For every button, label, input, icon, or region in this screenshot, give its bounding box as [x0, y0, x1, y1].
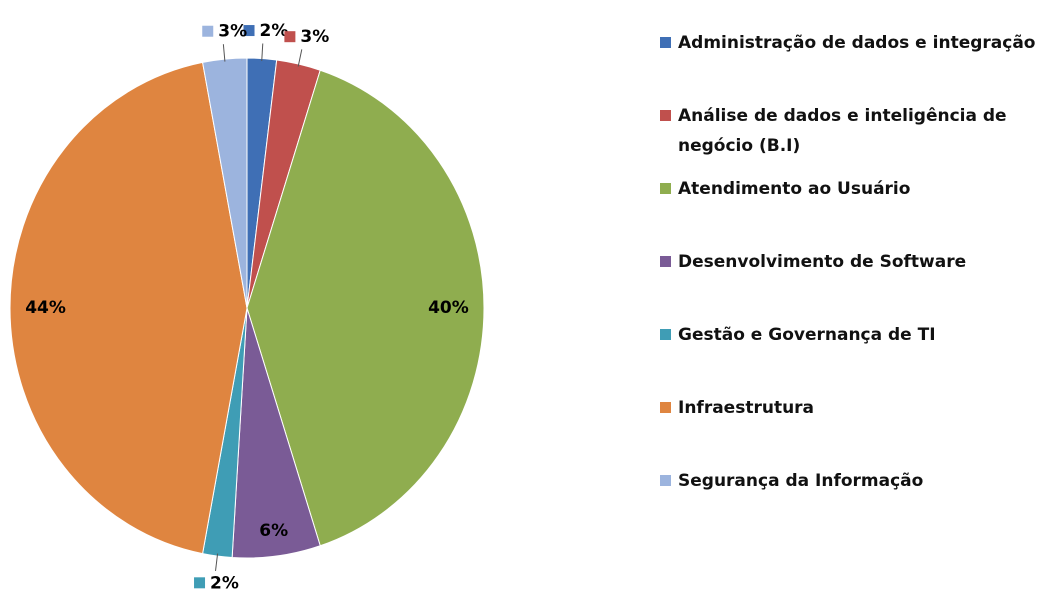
legend-label: Gestão e Governança de TI	[678, 325, 936, 345]
pie-slice	[9, 61, 248, 555]
data-label: 3%	[218, 22, 247, 42]
leader-line	[261, 43, 264, 62]
legend-key	[660, 329, 671, 340]
legend-key	[660, 475, 671, 486]
data-label: 2%	[260, 21, 289, 41]
label-key	[194, 577, 206, 589]
legend: Administração de dados e integração Análi…	[660, 28, 1040, 539]
legend-label: Análise de dados e inteligência de negóc…	[678, 106, 1007, 156]
legend-item: Administração de dados e integração	[660, 28, 1040, 101]
pie-slice	[246, 69, 485, 547]
legend-item: Desenvolvimento de Software	[660, 247, 1040, 320]
leader-line	[297, 49, 303, 67]
legend-key	[660, 110, 671, 121]
legend-key	[660, 402, 671, 413]
data-label: 6%	[259, 521, 288, 541]
legend-item: Gestão e Governança de TI	[660, 320, 1040, 393]
legend-label: Segurança da Informação	[678, 471, 924, 491]
leader-line	[215, 553, 219, 571]
legend-label: Infraestrutura	[678, 398, 815, 418]
data-label: 40%	[428, 298, 469, 318]
legend-item: Segurança da Informação	[660, 466, 1040, 539]
legend-key	[660, 256, 671, 267]
chart: 2% 3% 40% 6% 2% 44% 3%	[9, 21, 485, 593]
data-label: 2%	[210, 573, 239, 593]
label-key	[202, 25, 214, 37]
label-key	[243, 25, 255, 37]
legend-label: Administração de dados e integração	[678, 33, 1036, 53]
legend-label: Desenvolvimento de Software	[678, 252, 967, 272]
legend-item: Infraestrutura	[660, 393, 1040, 466]
legend-label: Atendimento ao Usuário	[678, 179, 911, 199]
legend-item: Análise de dados e inteligência de negóc…	[660, 101, 1040, 174]
data-label: 44%	[25, 298, 66, 318]
legend-key	[660, 37, 671, 48]
leader-line	[222, 44, 226, 62]
legend-key	[660, 183, 671, 194]
data-label: 3%	[300, 27, 329, 47]
legend-item: Atendimento ao Usuário	[660, 174, 1040, 247]
label-key	[284, 31, 296, 43]
